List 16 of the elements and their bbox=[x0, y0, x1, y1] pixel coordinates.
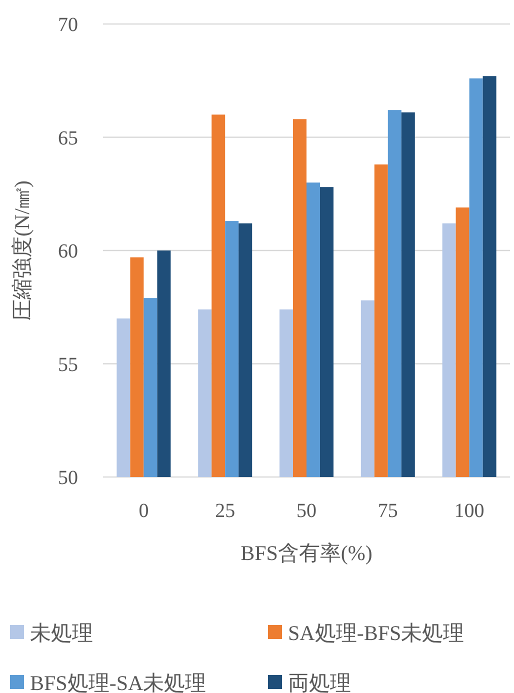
x-tick-label: 25 bbox=[215, 500, 236, 522]
legend-label: 両処理 bbox=[288, 671, 351, 693]
y-tick-label: 60 bbox=[58, 240, 78, 262]
x-tick-label: 50 bbox=[296, 500, 316, 522]
x-tick-label: 0 bbox=[138, 500, 149, 522]
y-tick-label: 50 bbox=[58, 467, 78, 489]
legend-label: SA処理-BFS未処理 bbox=[288, 621, 464, 645]
legend-label: BFS処理-SA未処理 bbox=[30, 671, 206, 693]
y-tick-label: 55 bbox=[58, 354, 78, 376]
y-tick-label: 65 bbox=[58, 127, 78, 150]
legend-label: 未処理 bbox=[30, 621, 93, 645]
x-tick-label: 75 bbox=[378, 500, 398, 522]
x-tick-label: 100 bbox=[454, 500, 484, 522]
y-tick-label: 70 bbox=[58, 14, 78, 36]
x-axis-title: BFS含有率(%) bbox=[240, 541, 372, 565]
y-axis-title: 圧縮強度(N/㎟) bbox=[10, 180, 34, 320]
